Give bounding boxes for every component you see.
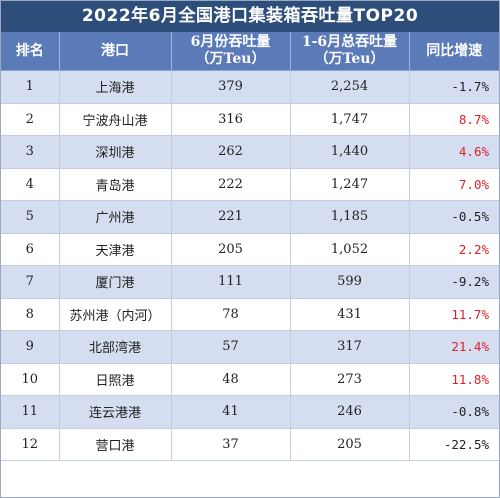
yoy-growth-cell: -0.5% xyxy=(409,200,499,234)
ytd-throughput-cell: 317 xyxy=(290,330,410,364)
ytd-throughput-cell: 1,052 xyxy=(290,233,410,266)
yoy-growth-cell: -22.5% xyxy=(409,428,499,461)
june-throughput-cell: 48 xyxy=(171,363,291,396)
ytd-throughput-cell: 1,247 xyxy=(290,168,410,201)
port-cell: 日照港 xyxy=(59,363,172,396)
table-row: 8 苏州港（内河） 78 431 11.7% xyxy=(1,298,499,331)
june-throughput-cell: 316 xyxy=(171,103,291,136)
june-throughput-cell: 379 xyxy=(171,70,291,104)
rank-cell: 12 xyxy=(1,428,60,461)
table-row: 6 天津港 205 1,052 2.2% xyxy=(1,233,499,266)
port-cell: 天津港 xyxy=(59,233,172,266)
ytd-throughput-cell: 599 xyxy=(290,265,410,299)
ytd-throughput-cell: 273 xyxy=(290,363,410,396)
table-row: 5 广州港 221 1,185 -0.5% xyxy=(1,200,499,234)
header-ytd-line1: 1-6月总吞吐量 xyxy=(301,34,398,50)
port-cell: 深圳港 xyxy=(59,135,172,169)
port-cell: 上海港 xyxy=(59,70,172,104)
header-yoy-growth: 同比增速 xyxy=(409,32,499,71)
port-cell: 连云港港 xyxy=(59,395,172,429)
rank-cell: 9 xyxy=(1,330,60,364)
header-june-throughput: 6月份吞吐量 （万Teu） xyxy=(171,32,291,71)
header-ytd-throughput: 1-6月总吞吐量 （万Teu） xyxy=(290,32,410,71)
june-throughput-cell: 37 xyxy=(171,428,291,461)
rank-cell: 2 xyxy=(1,103,60,136)
header-rank: 排名 xyxy=(1,32,60,71)
yoy-growth-cell: 4.6% xyxy=(409,135,499,169)
port-cell: 青岛港 xyxy=(59,168,172,201)
port-throughput-table: 排名 港口 6月份吞吐量 （万Teu） 1-6月总吞吐量 （万Teu） 同比增速… xyxy=(1,32,499,461)
header-port: 港口 xyxy=(59,32,172,71)
rank-cell: 10 xyxy=(1,363,60,396)
table-row: 11 连云港港 41 246 -0.8% xyxy=(1,395,499,429)
yoy-growth-cell: 8.7% xyxy=(409,103,499,136)
table-row: 10 日照港 48 273 11.8% xyxy=(1,363,499,396)
table-header: 排名 港口 6月份吞吐量 （万Teu） 1-6月总吞吐量 （万Teu） 同比增速 xyxy=(1,32,499,71)
ytd-throughput-cell: 1,185 xyxy=(290,200,410,234)
port-cell: 苏州港（内河） xyxy=(59,298,172,331)
yoy-growth-cell: -0.8% xyxy=(409,395,499,429)
rank-cell: 3 xyxy=(1,135,60,169)
ytd-throughput-cell: 2,254 xyxy=(290,70,410,104)
yoy-growth-cell: 11.8% xyxy=(409,363,499,396)
table-row: 1 上海港 379 2,254 -1.7% xyxy=(1,70,499,104)
header-ytd-line2: （万Teu） xyxy=(314,51,385,67)
table-row: 12 营口港 37 205 -22.5% xyxy=(1,428,499,461)
june-throughput-cell: 41 xyxy=(171,395,291,429)
yoy-growth-cell: -9.2% xyxy=(409,265,499,299)
port-cell: 厦门港 xyxy=(59,265,172,299)
yoy-growth-cell: 2.2% xyxy=(409,233,499,266)
rank-cell: 8 xyxy=(1,298,60,331)
yoy-growth-cell: 11.7% xyxy=(409,298,499,331)
yoy-growth-cell: -1.7% xyxy=(409,70,499,104)
ytd-throughput-cell: 1,747 xyxy=(290,103,410,136)
port-cell: 广州港 xyxy=(59,200,172,234)
ytd-throughput-cell: 1,440 xyxy=(290,135,410,169)
june-throughput-cell: 222 xyxy=(171,168,291,201)
june-throughput-cell: 221 xyxy=(171,200,291,234)
yoy-growth-cell: 7.0% xyxy=(409,168,499,201)
table-row: 2 宁波舟山港 316 1,747 8.7% xyxy=(1,103,499,136)
table-row: 3 深圳港 262 1,440 4.6% xyxy=(1,135,499,169)
port-cell: 北部湾港 xyxy=(59,330,172,364)
rank-cell: 6 xyxy=(1,233,60,266)
rank-cell: 5 xyxy=(1,200,60,234)
table-row: 4 青岛港 222 1,247 7.0% xyxy=(1,168,499,201)
header-row: 排名 港口 6月份吞吐量 （万Teu） 1-6月总吞吐量 （万Teu） 同比增速 xyxy=(1,32,499,71)
header-june-line1: 6月份吞吐量 xyxy=(190,34,271,50)
header-june-line2: （万Teu） xyxy=(195,51,266,67)
port-cell: 宁波舟山港 xyxy=(59,103,172,136)
ytd-throughput-cell: 431 xyxy=(290,298,410,331)
table-title: 2022年6月全国港口集装箱吞吐量TOP20 xyxy=(1,1,499,32)
ytd-throughput-cell: 205 xyxy=(290,428,410,461)
june-throughput-cell: 57 xyxy=(171,330,291,364)
rank-cell: 11 xyxy=(1,395,60,429)
yoy-growth-cell: 21.4% xyxy=(409,330,499,364)
rank-cell: 7 xyxy=(1,265,60,299)
june-throughput-cell: 262 xyxy=(171,135,291,169)
june-throughput-cell: 78 xyxy=(171,298,291,331)
table-row: 9 北部湾港 57 317 21.4% xyxy=(1,330,499,364)
june-throughput-cell: 111 xyxy=(171,265,291,299)
rank-cell: 1 xyxy=(1,70,60,104)
ytd-throughput-cell: 246 xyxy=(290,395,410,429)
table-body: 1 上海港 379 2,254 -1.7% 2 宁波舟山港 316 1,747 8.7% 3 深圳港 2… xyxy=(1,70,499,461)
table-row: 7 厦门港 111 599 -9.2% xyxy=(1,265,499,299)
rank-cell: 4 xyxy=(1,168,60,201)
port-cell: 营口港 xyxy=(59,428,172,461)
june-throughput-cell: 205 xyxy=(171,233,291,266)
